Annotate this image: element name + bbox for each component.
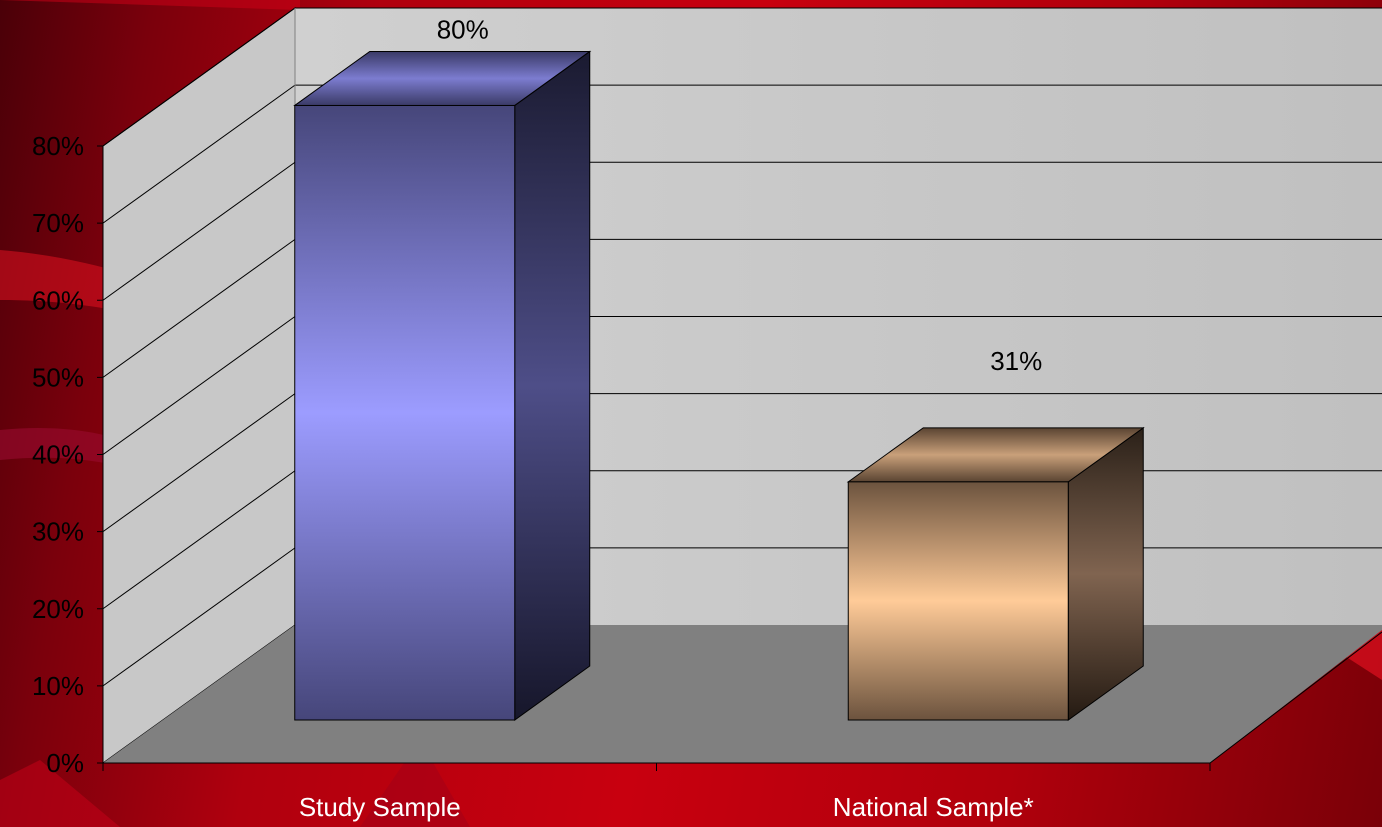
y-axis-ticks: 0% 10% 20% 30% 40% 50% 60% 70% 80% <box>32 131 103 778</box>
gridline-diagonal <box>102 7 296 147</box>
x-axis: Study Sample National Sample* <box>102 763 1211 822</box>
data-label: 80% <box>437 14 489 44</box>
y-tick-label: 60% <box>32 285 84 315</box>
y-tick-label: 70% <box>32 208 84 238</box>
gridline-diagonal <box>102 161 296 301</box>
bar-1: 80% <box>293 14 592 721</box>
data-label: 31% <box>990 346 1042 376</box>
bar-front <box>294 104 516 721</box>
bars: 80% 31% <box>293 14 1145 721</box>
gridline-diagonal <box>102 316 296 455</box>
y-tick-label: 50% <box>32 362 84 392</box>
x-tick-label: Study Sample <box>299 792 461 822</box>
gridline-diagonal <box>102 393 296 533</box>
y-tick-label: 0% <box>46 748 84 778</box>
bar-side <box>514 50 591 721</box>
gridline-diagonal <box>102 470 296 610</box>
floor-right-edge <box>1209 631 1382 764</box>
y-tick-label: 80% <box>32 131 84 161</box>
y-tick-label: 20% <box>32 594 84 624</box>
gridline-diagonal <box>102 238 296 378</box>
bar-2: 31% <box>846 346 1145 721</box>
gridline-diagonal <box>102 84 296 224</box>
y-tick-label: 30% <box>32 517 84 547</box>
bar-front <box>847 481 1069 721</box>
y-tick-label: 10% <box>32 671 84 701</box>
y-tick-label: 40% <box>32 440 84 470</box>
gridline-diagonal <box>102 547 296 687</box>
x-tick-label: National Sample* <box>833 792 1034 822</box>
